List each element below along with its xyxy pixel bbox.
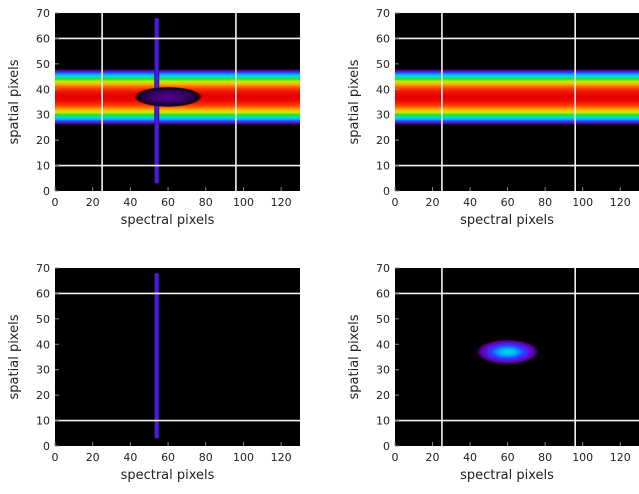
- y-tick-label: 60: [376, 287, 390, 300]
- x-tick-label: 120: [271, 196, 292, 209]
- y-tick-label: 30: [376, 364, 390, 377]
- y-tick-label: 10: [376, 160, 390, 173]
- x-tick-label: 60: [501, 451, 515, 464]
- y-tick-label: 60: [376, 32, 390, 45]
- x-tick-label: 40: [123, 451, 137, 464]
- x-tick-label: 40: [463, 196, 477, 209]
- panel-bottom-right: 0 20 40 60 80 100 120 0 10 20 30 40 50 60 70 spectral p…: [347, 262, 639, 483]
- y-tick-label: 50: [36, 313, 50, 326]
- x-tick-label: 120: [610, 196, 631, 209]
- y-tick-label: 20: [376, 389, 390, 402]
- x-tick-label: 120: [271, 451, 292, 464]
- x-tick-label: 60: [161, 196, 175, 209]
- y-tick-label: 0: [383, 440, 390, 453]
- y-tick-label: 20: [36, 389, 50, 402]
- y-tick-label: 10: [376, 415, 390, 428]
- y-tick-label: 40: [36, 83, 50, 96]
- y-tick-label: 50: [376, 313, 390, 326]
- y-tick-label: 70: [376, 7, 390, 20]
- x-tick-label: 0: [52, 196, 59, 209]
- y-tick-label: 10: [36, 415, 50, 428]
- x-tick-label: 0: [392, 451, 399, 464]
- x-tick-label: 20: [86, 196, 100, 209]
- y-tick-label: 0: [383, 185, 390, 198]
- y-tick-label: 70: [36, 7, 50, 20]
- x-axis-label: spectral pixels: [121, 213, 215, 228]
- x-tick-label: 80: [199, 196, 213, 209]
- x-tick-label: 20: [426, 451, 440, 464]
- y-axis-label: spatial pixels: [7, 59, 22, 144]
- y-axis-label: spatial pixels: [347, 314, 362, 399]
- y-tick-label: 0: [43, 185, 50, 198]
- x-tick-label: 0: [52, 451, 59, 464]
- x-axis-label: spectral pixels: [460, 213, 554, 228]
- y-tick-label: 0: [43, 440, 50, 453]
- y-tick-label: 70: [36, 262, 50, 275]
- y-tick-label: 30: [36, 364, 50, 377]
- x-axis-label: spectral pixels: [121, 468, 215, 483]
- plot-background: [55, 268, 300, 446]
- y-tick-label: 20: [36, 134, 50, 147]
- x-tick-label: 100: [233, 196, 254, 209]
- x-tick-label: 80: [538, 451, 552, 464]
- y-tick-label: 20: [376, 134, 390, 147]
- panel-bottom-left: 0 20 40 60 80 100 120 0 10 20 30 40 50 60 70 spectral p…: [7, 262, 300, 483]
- x-tick-label: 20: [426, 196, 440, 209]
- y-tick-label: 30: [376, 109, 390, 122]
- x-tick-label: 60: [161, 451, 175, 464]
- x-tick-label: 100: [572, 451, 593, 464]
- x-tick-label: 20: [86, 451, 100, 464]
- y-tick-label: 60: [36, 287, 50, 300]
- panel-top-left: 0 20 40 60 80 100 120 0 10 20 30 40 50 60 70 spectral p…: [7, 7, 300, 228]
- y-tick-label: 70: [376, 262, 390, 275]
- y-tick-label: 50: [36, 58, 50, 71]
- y-tick-label: 10: [36, 160, 50, 173]
- panel-top-right: 0 20 40 60 80 100 120 0 10 20 30 40 50 60 70 spectral p…: [347, 7, 639, 228]
- y-tick-label: 40: [376, 338, 390, 351]
- x-tick-label: 80: [199, 451, 213, 464]
- y-tick-label: 40: [376, 83, 390, 96]
- y-tick-label: 50: [376, 58, 390, 71]
- y-tick-label: 30: [36, 109, 50, 122]
- x-tick-label: 40: [463, 451, 477, 464]
- x-tick-label: 100: [233, 451, 254, 464]
- emission-spot: [134, 86, 202, 108]
- x-tick-label: 60: [501, 196, 515, 209]
- x-tick-label: 80: [538, 196, 552, 209]
- y-axis-label: spatial pixels: [347, 59, 362, 144]
- x-tick-label: 0: [392, 196, 399, 209]
- x-tick-label: 100: [572, 196, 593, 209]
- x-axis-label: spectral pixels: [460, 468, 554, 483]
- x-tick-label: 120: [610, 451, 631, 464]
- x-tick-label: 40: [123, 196, 137, 209]
- emission-spot: [475, 339, 540, 365]
- emission-band: [395, 68, 639, 125]
- y-tick-label: 40: [36, 338, 50, 351]
- y-axis-label: spatial pixels: [7, 314, 22, 399]
- y-tick-label: 60: [36, 32, 50, 45]
- emission-line: [154, 273, 160, 439]
